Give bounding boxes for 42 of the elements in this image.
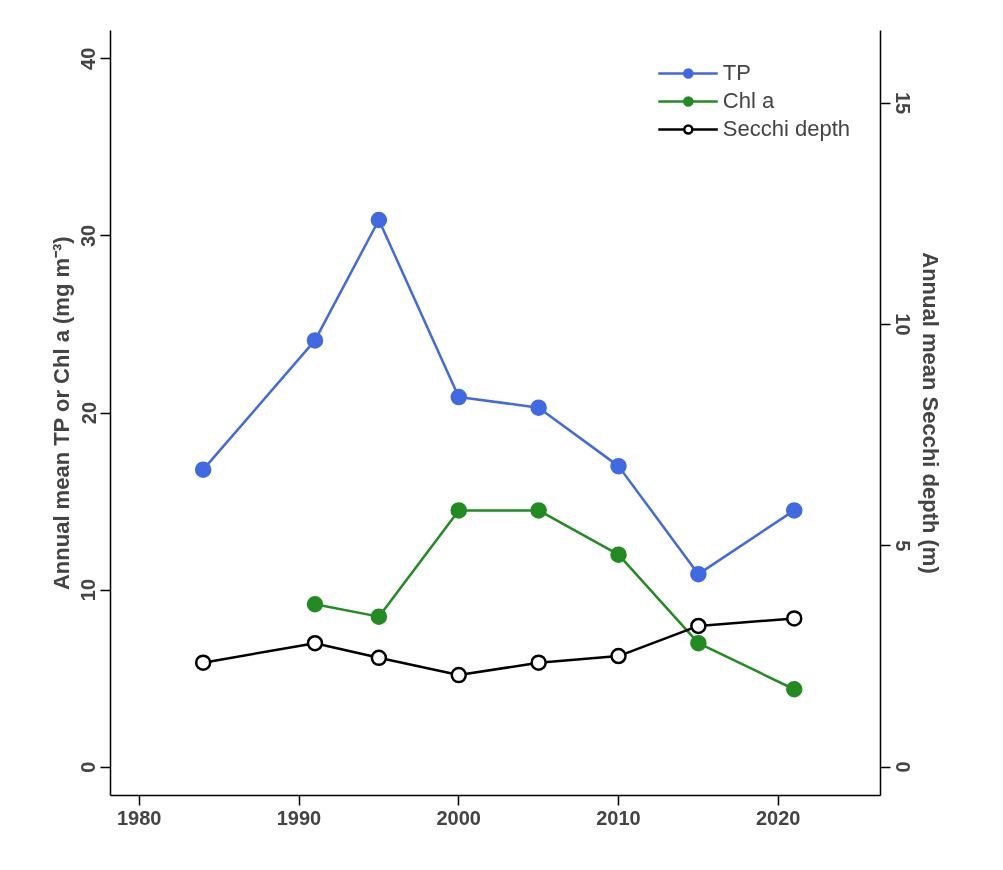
point [610, 457, 627, 475]
point [785, 610, 803, 627]
y2-tick-label: 5 [891, 540, 914, 552]
point [610, 647, 627, 665]
x-tick-label: 2020 [756, 806, 801, 829]
y2-tick-label: 10 [891, 313, 914, 336]
y-tick-label: 40 [77, 47, 100, 70]
point [530, 399, 547, 416]
point [785, 502, 803, 519]
y-tick-label: 10 [77, 578, 100, 602]
x-tick-label: 2000 [436, 806, 482, 829]
y2-tick-label: 0 [891, 761, 914, 773]
point [450, 502, 468, 519]
x-tick-label: 2010 [596, 806, 641, 829]
point [450, 666, 468, 684]
x-tick-label: 1980 [117, 806, 162, 829]
point [370, 649, 388, 667]
point [370, 608, 388, 625]
point [610, 546, 627, 563]
legend-label: Chl a [722, 88, 775, 114]
point [785, 681, 803, 698]
y-tick-label: 20 [77, 401, 100, 425]
y-axis-title: Annual mean TP or Chl a (mg m⁻³) [48, 236, 74, 591]
y-tick-label: 30 [77, 224, 100, 248]
y-tick-label: 0 [77, 761, 100, 773]
point [450, 388, 468, 406]
point [690, 565, 707, 583]
legend-label: Secchi depth [722, 116, 850, 142]
point [530, 502, 547, 519]
point [306, 634, 324, 652]
legend-label: TP [722, 60, 751, 86]
point [690, 634, 707, 652]
x-tick-label: 1990 [276, 806, 322, 829]
point [370, 211, 388, 229]
point [690, 617, 707, 635]
point [306, 596, 324, 613]
y2-axis-title: Annual mean Secchi depth (m) [917, 252, 943, 574]
point [530, 654, 547, 671]
point [194, 654, 212, 671]
point [306, 332, 324, 349]
y2-tick-label: 15 [891, 91, 914, 115]
point [194, 461, 212, 478]
